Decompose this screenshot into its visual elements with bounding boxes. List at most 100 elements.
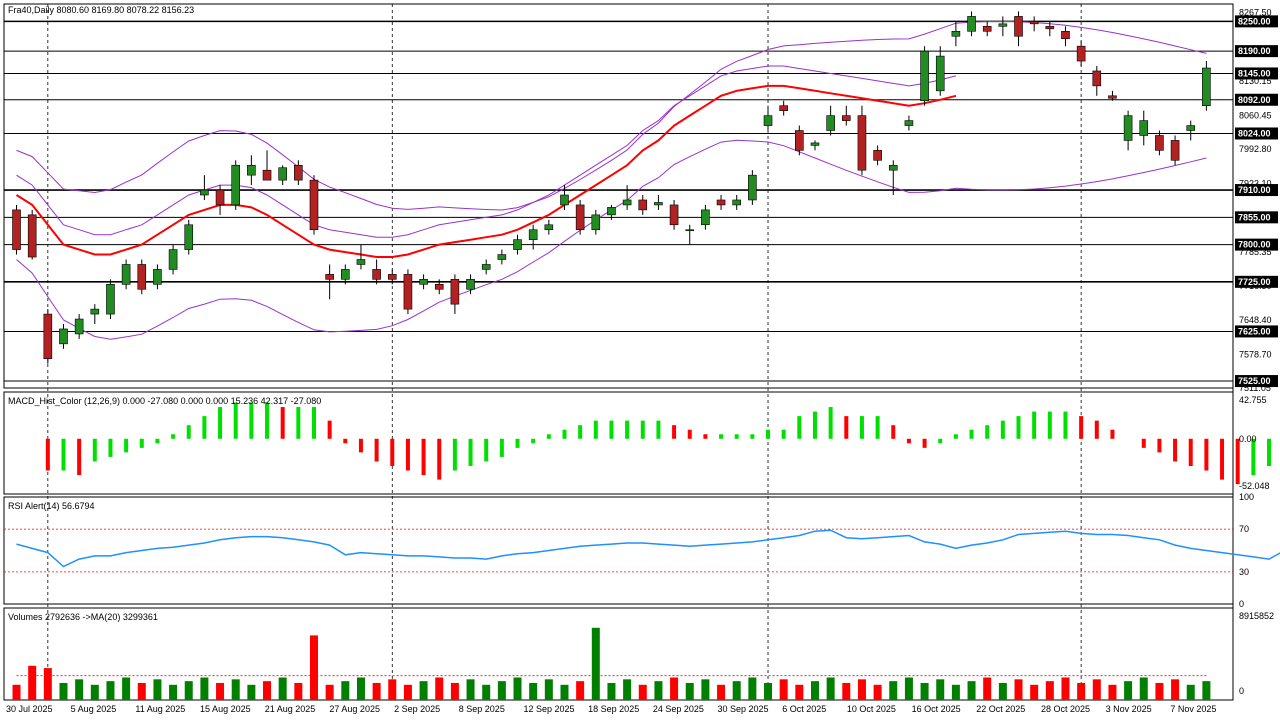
candle-body: [514, 240, 522, 250]
candle-body: [795, 131, 803, 151]
volume-bar: [952, 685, 960, 700]
volume-bar: [905, 678, 913, 700]
volume-bar: [1046, 681, 1054, 700]
candle-body: [1046, 26, 1054, 28]
pane-frame: [4, 392, 1233, 494]
candle-body: [482, 264, 490, 269]
volume-bar: [200, 678, 208, 700]
volume-bar: [592, 628, 600, 700]
price-level-label: 7725.00: [1238, 277, 1271, 287]
volume-bar: [654, 681, 662, 700]
candle-body: [13, 210, 21, 250]
candle-body: [999, 24, 1007, 26]
candle-body: [106, 284, 114, 314]
volume-bar: [545, 679, 553, 700]
volume-bar: [1202, 681, 1210, 700]
rsi-header: RSI Alert(14) 56.6794: [8, 501, 95, 511]
candle-body: [811, 143, 819, 145]
candle-body: [138, 264, 146, 289]
price-level-label: 8092.00: [1238, 95, 1271, 105]
volume-bar: [373, 683, 381, 700]
bollinger-upper-band: [17, 21, 1207, 210]
candle-body: [1202, 68, 1210, 106]
date-axis-label: 7 Nov 2025: [1170, 704, 1216, 714]
candle-body: [921, 51, 929, 101]
volume-bar: [28, 666, 36, 700]
candle-body: [576, 205, 584, 230]
price-level-label: 7855.00: [1238, 212, 1271, 222]
rsi-scale-label: 70: [1239, 524, 1249, 534]
candle-body: [420, 279, 428, 284]
price-level-label: 8024.00: [1238, 128, 1271, 138]
date-axis-label: 10 Oct 2025: [847, 704, 896, 714]
candle-body: [341, 269, 349, 279]
date-axis-label: 28 Oct 2025: [1041, 704, 1090, 714]
volume-bar: [498, 681, 506, 700]
volume-bar: [1140, 678, 1148, 700]
volume-bar: [1015, 679, 1023, 700]
volume-bar: [122, 678, 130, 700]
candle-body: [1155, 135, 1163, 150]
candle-body: [607, 207, 615, 214]
volume-bar: [294, 683, 302, 700]
date-axis-label: 21 Aug 2025: [265, 704, 316, 714]
volume-bar: [529, 683, 537, 700]
candle-body: [435, 284, 443, 289]
candle-body: [310, 180, 318, 230]
pane-frame: [4, 4, 1233, 388]
volume-bar: [467, 679, 475, 700]
rsi-scale-label: 30: [1239, 567, 1249, 577]
candle-body: [780, 106, 788, 111]
candle-body: [1187, 126, 1195, 131]
price-tick-label: 7648.40: [1239, 315, 1272, 325]
candle-body: [639, 200, 647, 210]
candle-body: [467, 279, 475, 289]
volume-scale-label: 8915852: [1239, 611, 1274, 621]
volume-bar: [1108, 685, 1116, 700]
volume-bar: [482, 685, 490, 700]
volume-bar: [1187, 685, 1195, 700]
volume-bar: [968, 681, 976, 700]
candle-body: [373, 269, 381, 279]
candle-body: [1124, 116, 1132, 141]
candle-body: [404, 274, 412, 309]
date-axis-label: 8 Sep 2025: [459, 704, 505, 714]
volume-bar: [983, 678, 991, 700]
moving-average-line: [17, 86, 956, 257]
date-axis-label: 15 Aug 2025: [200, 704, 251, 714]
volume-bar: [827, 678, 835, 700]
volume-bar: [999, 683, 1007, 700]
candle-body: [1061, 31, 1069, 38]
candle-body: [28, 215, 36, 257]
volume-bar: [185, 681, 193, 700]
candle-body: [592, 215, 600, 230]
volume-bar: [686, 683, 694, 700]
price-level-label: 8250.00: [1238, 16, 1271, 26]
volume-bar: [420, 681, 428, 700]
volume-bar: [1155, 683, 1163, 700]
volume-header: Volumes 2792636 ->MA(20) 3299361: [8, 612, 158, 622]
pane-frame: [4, 497, 1233, 604]
date-axis-label: 2 Sep 2025: [394, 704, 440, 714]
volume-bar: [717, 685, 725, 700]
volume-bar: [811, 681, 819, 700]
date-axis-label: 27 Aug 2025: [329, 704, 380, 714]
volume-bar: [341, 681, 349, 700]
candle-body: [623, 200, 631, 205]
macd-scale-label: 42.755: [1239, 395, 1267, 405]
candle-body: [247, 165, 255, 175]
volume-bar: [451, 683, 459, 700]
volume-bar: [326, 685, 334, 700]
candle-body: [122, 264, 130, 284]
candle-body: [717, 200, 725, 205]
price-tick-label: 7992.80: [1239, 144, 1272, 154]
volume-bar: [138, 683, 146, 700]
candle-body: [216, 190, 224, 205]
volume-bar: [388, 679, 396, 700]
volume-bar: [514, 678, 522, 700]
candle-body: [91, 309, 99, 314]
volume-bar: [1077, 683, 1085, 700]
candle-body: [1030, 21, 1038, 23]
